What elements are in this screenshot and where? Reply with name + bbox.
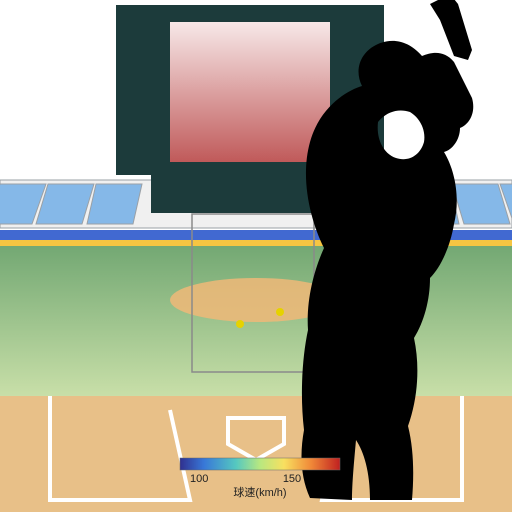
velocity-legend [180, 458, 340, 470]
scoreboard-screen [170, 22, 330, 162]
pitch-point [236, 320, 244, 328]
pitch-point [276, 308, 284, 316]
legend-label: 球速(km/h) [233, 485, 286, 499]
legend-tick: 100 [190, 473, 208, 485]
legend-tick: 150 [283, 473, 301, 485]
stand-panel [87, 184, 142, 224]
